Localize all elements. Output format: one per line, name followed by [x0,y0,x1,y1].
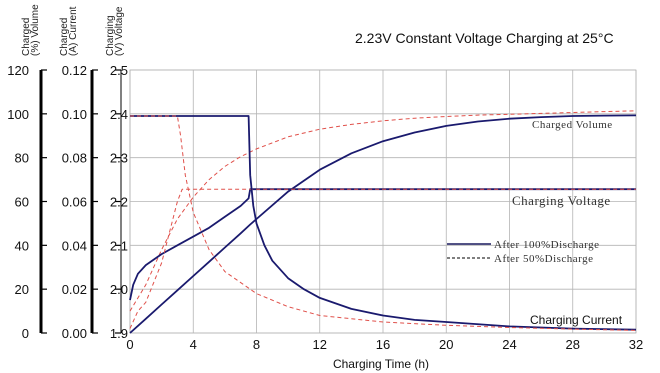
y-tick-label: 2.4 [110,107,128,122]
series-100pct-charged-volume [129,114,637,334]
annotation-voltage: Charging Voltage [512,193,611,208]
y-tick-label: 0.02 [62,282,87,297]
axis-title-line: (%) Volume [30,4,41,56]
annotation-current: Charging Current [530,313,623,327]
x-tick-label: 32 [629,337,643,352]
labels-layer: Charging Time (h) Charged Volume Chargin… [333,119,623,371]
y-tick-label: 100 [7,107,29,122]
axis-title-line: (A) Current [68,6,79,56]
axis-title-line: (V) Voltage [114,6,125,56]
volume-axis-title: Charged(%) Volume [21,4,41,56]
plot-grid: 0 4 8 12 16 20 24 28 32 [126,69,643,352]
x-tick-label: 8 [253,337,260,352]
y-tick-label: 80 [15,151,29,166]
x-tick-label: 16 [376,337,390,352]
x-tick-label: 20 [439,337,453,352]
y-tick-label: 20 [15,282,29,297]
axis-title-line: Charged [21,18,32,56]
y-tick-label: 40 [15,238,29,253]
x-tick-label: 4 [190,337,197,352]
y-tick-label: 0.12 [62,63,87,78]
x-tick-label: 28 [566,337,580,352]
y-tick-label: 0.00 [62,326,87,341]
x-axis-label: Charging Time (h) [333,357,429,371]
legend-label-100: After 100%Discharge [494,239,600,251]
y-tick-label: 0.08 [62,151,87,166]
x-tick-label: 24 [502,337,516,352]
plot-frame [129,69,637,334]
y-tick-label: 0.10 [62,107,87,122]
axis-title-line: Charging [105,15,116,56]
voltage-axis-title: Charging(V) Voltage [105,6,125,56]
current-axis-title: Charged(A) Current [59,6,79,56]
series-100pct-charging-voltage [129,188,636,301]
y-tick-label: 2.1 [110,238,128,253]
axis-title-line: Charged [59,18,70,56]
series-100pct-charging-current [130,115,637,331]
y-tick-label: 0.04 [62,238,87,253]
series-50pct-charging-current [130,115,637,331]
y-tick-label: 2.3 [110,151,128,166]
y-tick-label: 2.0 [110,282,128,297]
series-50pct-charging-voltage [129,188,636,329]
chart-title: 2.23V Constant Voltage Charging at 25°C [355,30,614,46]
annotation-volume: Charged Volume [532,119,613,131]
y-tick-label: 2.5 [110,63,128,78]
y-tick-label: 1.9 [110,326,128,341]
x-tick-label: 0 [126,337,133,352]
y-tick-label: 2.2 [110,195,128,210]
series-50pct-charged-volume [129,110,637,312]
legend-label-50: After 50%Discharge [494,253,594,265]
series-layer [129,110,637,334]
y-tick-label: 120 [7,63,29,78]
x-tick-label: 12 [313,337,327,352]
y-tick-label: 60 [15,195,29,210]
y-tick-label: 0.06 [62,195,87,210]
y-tick-label: 0 [22,326,29,341]
